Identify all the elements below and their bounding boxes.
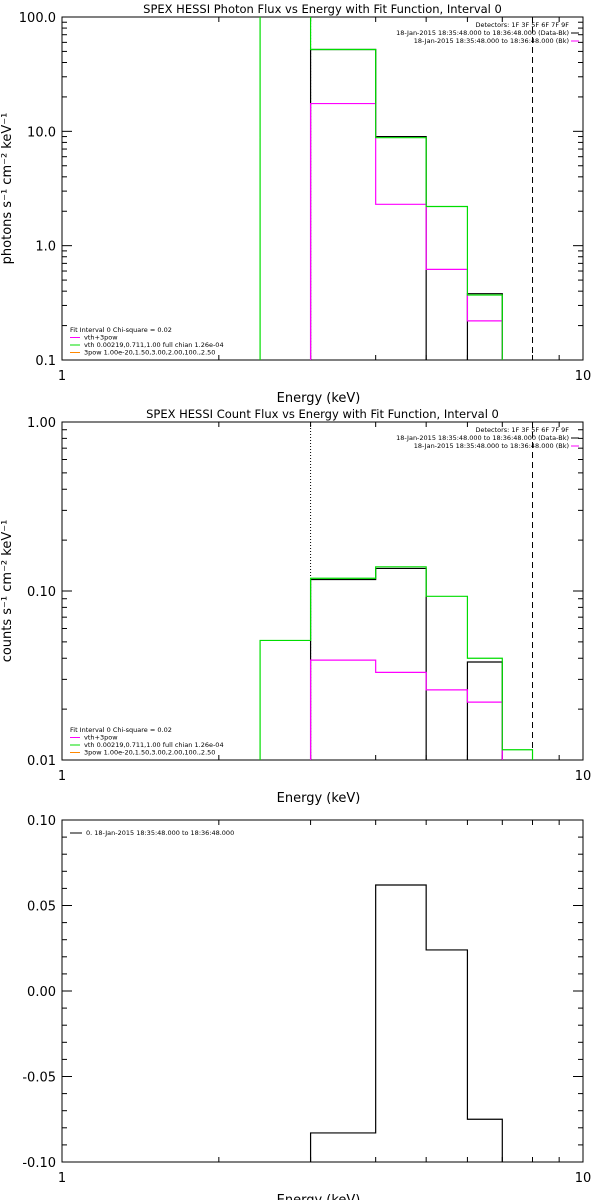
chart-title: SPEX HESSI Photon Flux vs Energy with Fi… bbox=[143, 2, 502, 16]
y-tick-label: 0.05 bbox=[27, 900, 56, 915]
x-tick-label: 10 bbox=[575, 769, 592, 784]
legend-bottom-left-text: 3pow 1.00e-20,1.50,3.00,2.00,100.,2.50 bbox=[84, 749, 215, 757]
x-axis-label: Energy (keV) bbox=[277, 391, 361, 406]
x-tick-label: 1 bbox=[58, 1171, 66, 1186]
y-tick-label: -0.05 bbox=[22, 1071, 56, 1086]
y-tick-label: 0.10 bbox=[27, 814, 56, 829]
y-axis-label: counts s⁻¹ cm⁻² keV⁻¹ bbox=[0, 520, 15, 663]
legend-top-right-text: Detectors: 1F 3F 5F 6F 7F 9F bbox=[475, 21, 569, 29]
chart-panel-1: 1 10 0.1 1.0 10.0 100.0 SPEX HESSI Photon Flux… bbox=[0, 2, 592, 406]
chart-panel-3: 1 10 -0.10 -0.05 0.00 0.05 0.10 Energy (keV) 0. … bbox=[22, 814, 591, 1200]
y-tick-label: 1.0 bbox=[35, 240, 56, 255]
legend-top-right-text: 18-Jan-2015 18:35:48.000 to 18:36:48.000… bbox=[396, 29, 569, 37]
series-vth-3pow bbox=[259, 566, 534, 760]
series-bk bbox=[309, 102, 503, 360]
chart-panel-2: 1 10 0.01 0.10 1.00 SPEX HESSI Count Flux vs … bbox=[0, 407, 592, 806]
legend-top-right-text: 18-Jan-2015 18:35:48.000 to 18:36:48.000… bbox=[414, 37, 569, 45]
plot-frame bbox=[61, 819, 584, 1163]
y-tick-label: 0.00 bbox=[27, 985, 56, 1000]
legend-bottom-left-text: Fit Interval 0 Chi-square = 0.02 bbox=[70, 726, 172, 734]
legend-bottom-left-text: vth 0.00219,0.711,1.00 full chian 1.26e-… bbox=[84, 741, 224, 749]
y-tick-label: 0.01 bbox=[27, 754, 56, 769]
series-bk bbox=[309, 659, 503, 760]
x-tick-label: 1 bbox=[58, 369, 66, 384]
plot-frame bbox=[61, 16, 584, 361]
y-tick-label: 100.0 bbox=[19, 11, 56, 26]
legend-top-right-text: 18-Jan-2015 18:35:48.000 to 18:36:48.000… bbox=[414, 442, 569, 450]
legend-bottom-left-text: 3pow 1.00e-20,1.50,3.00,2.00,100.,2.50 bbox=[84, 349, 215, 357]
y-tick-label: -0.10 bbox=[22, 1156, 56, 1171]
y-axis-label: photons s⁻¹ cm⁻² keV⁻¹ bbox=[0, 113, 15, 265]
series-0-18-jan-2015-18-35-48-000-to-18-36-48-000 bbox=[309, 884, 503, 1162]
legend-bottom-left-text: Fit Interval 0 Chi-square = 0.02 bbox=[70, 326, 172, 334]
legend-bottom-left-text: vth 0.00219,0.711,1.00 full chian 1.26e-… bbox=[84, 341, 224, 349]
plot-frame bbox=[61, 421, 584, 761]
series-data-bk bbox=[309, 567, 503, 760]
legend-bottom-left-text: vth+3pow bbox=[84, 734, 118, 742]
y-tick-label: 10.0 bbox=[27, 125, 56, 140]
legend-top-right-text: Detectors: 1F 3F 5F 6F 7F 9F bbox=[475, 426, 569, 434]
y-tick-label: 0.10 bbox=[27, 585, 56, 600]
x-tick-label: 10 bbox=[575, 1171, 592, 1186]
x-tick-label: 10 bbox=[575, 369, 592, 384]
y-tick-label: 0.1 bbox=[35, 354, 56, 369]
data-layer bbox=[259, 422, 534, 760]
x-tick-label: 1 bbox=[58, 769, 66, 784]
data-layer bbox=[259, 17, 534, 360]
data-layer bbox=[309, 884, 503, 1162]
chart-title: SPEX HESSI Count Flux vs Energy with Fit… bbox=[146, 407, 499, 421]
x-axis-label: Energy (keV) bbox=[277, 1193, 361, 1200]
y-tick-label: 1.00 bbox=[27, 416, 56, 431]
series-vth-3pow bbox=[259, 17, 503, 360]
legend-top-right-text: 18-Jan-2015 18:35:48.000 to 18:36:48.000… bbox=[396, 434, 569, 442]
x-axis-label: Energy (keV) bbox=[277, 791, 361, 806]
legend-top-left-text: 0. 18-Jan-2015 18:35:48.000 to 18:36:48.… bbox=[86, 829, 234, 837]
legend-bottom-left-text: vth+3pow bbox=[84, 334, 118, 342]
